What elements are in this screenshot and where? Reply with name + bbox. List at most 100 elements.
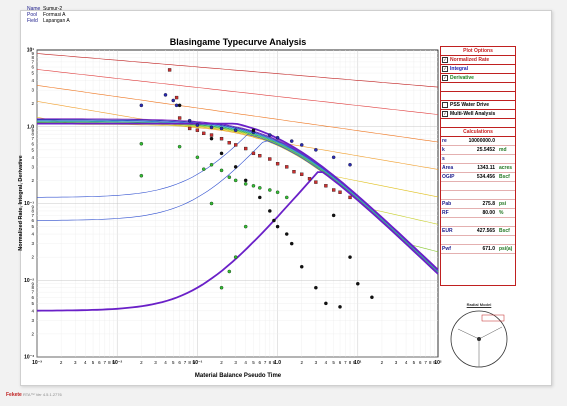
- calc-value[interactable]: 1343.11: [477, 165, 495, 171]
- calc-value[interactable]: 25.5452: [476, 147, 495, 153]
- x-minor-tick-label: 6: [178, 360, 181, 365]
- data-point: [195, 155, 200, 160]
- option-checkbox[interactable]: ✓: [442, 56, 448, 63]
- name-value: Sumur-2: [43, 6, 63, 12]
- calc-value[interactable]: 671.0: [482, 246, 495, 252]
- data-point: [234, 143, 238, 147]
- y-tick-label: 10⁻¹: [24, 201, 34, 207]
- y-tick-label: 10¹: [27, 48, 35, 54]
- option-integral[interactable]: ✓ Integral: [441, 65, 515, 74]
- data-point: [268, 133, 272, 137]
- x-minor-tick-label: 4: [84, 360, 87, 365]
- calc-value[interactable]: 80.00: [482, 210, 495, 216]
- calc-value[interactable]: [459, 182, 497, 190]
- typecurve-line: [37, 121, 439, 273]
- y-minor-tick-label: 3: [31, 241, 34, 246]
- calc-key: Pab: [442, 201, 452, 207]
- data-point: [258, 186, 262, 190]
- calc-unit: psi(a): [499, 246, 513, 252]
- y-minor-tick-label: 6: [31, 295, 34, 300]
- y-minor-tick-label: 9: [31, 281, 34, 286]
- y-minor-tick-label: 4: [31, 232, 34, 237]
- data-point: [233, 178, 238, 183]
- x-tick-label: 10²: [434, 360, 442, 366]
- x-minor-tick-label: 6: [98, 360, 101, 365]
- x-minor-tick-label: 5: [92, 360, 95, 365]
- data-point: [258, 195, 262, 200]
- option-normalized-rate[interactable]: ✓ Normalized Rate: [441, 56, 515, 65]
- name-label: Name: [27, 6, 41, 12]
- x-minor-tick-label: 6: [339, 360, 342, 365]
- data-point: [268, 188, 272, 192]
- data-point: [324, 184, 328, 188]
- option-label: Multi-Well Analysis: [450, 111, 496, 117]
- y-minor-tick-label: 2: [31, 178, 34, 183]
- data-point: [251, 128, 256, 133]
- calc-value[interactable]: 427.565: [476, 228, 495, 234]
- x-minor-tick-label: 4: [325, 360, 328, 365]
- option-checkbox[interactable]: ✓: [442, 74, 448, 81]
- data-point: [275, 190, 280, 195]
- data-point: [202, 131, 206, 136]
- data-point: [299, 143, 304, 147]
- calc-value[interactable]: 10000000.0: [468, 138, 495, 144]
- calc-value[interactable]: [459, 155, 497, 163]
- option-pss-water-drive[interactable]: PSS Water Drive: [441, 101, 515, 110]
- plot-options-panel: Plot Options ✓ Normalized Rate ✓ Integral ✓ D…: [440, 46, 516, 286]
- data-point: [331, 155, 336, 160]
- x-minor-tick-label: 7: [424, 360, 427, 365]
- x-minor-tick-label: 8: [188, 360, 191, 365]
- calc-unit: Bscf: [499, 228, 510, 234]
- x-minor-tick-label: 8: [349, 360, 352, 365]
- calc-value[interactable]: [459, 191, 497, 199]
- x-tick-label: 10⁻³: [32, 360, 42, 366]
- calc-value[interactable]: 275.8: [482, 201, 495, 207]
- x-minor-tick-label: 4: [244, 360, 247, 365]
- data-point: [243, 182, 248, 186]
- calc-row: OGIP 534.456 Bscf: [441, 173, 515, 182]
- calc-value[interactable]: 534.456: [476, 174, 495, 180]
- data-point: [243, 224, 248, 229]
- calc-row: EUR 427.565 Bscf: [441, 227, 515, 236]
- data-point: [139, 103, 144, 108]
- data-point: [167, 68, 172, 72]
- fekete-logo: Fekete: [6, 392, 22, 398]
- calc-key: OGIP: [442, 174, 455, 180]
- y-minor-tick-label: 2: [31, 255, 34, 260]
- calc-row: s: [441, 155, 515, 164]
- calc-row: [441, 182, 515, 191]
- x-tick-label: 10⁻¹: [192, 360, 202, 366]
- data-point: [268, 157, 272, 161]
- y-minor-tick-label: 4: [31, 155, 34, 160]
- option-checkbox[interactable]: [442, 101, 448, 108]
- x-minor-tick-label: 6: [419, 360, 422, 365]
- option-checkbox[interactable]: ✓: [442, 65, 448, 72]
- option-derivative[interactable]: ✓ Derivative: [441, 74, 515, 83]
- y-minor-tick-label: 8: [31, 55, 34, 60]
- data-point: [251, 184, 256, 188]
- option-checkbox[interactable]: ✓: [442, 110, 448, 117]
- calc-value[interactable]: [459, 236, 497, 244]
- x-minor-tick-label: 8: [269, 360, 272, 365]
- calc-row: Area 1343.11 acres: [441, 164, 515, 173]
- x-minor-tick-label: 7: [104, 360, 107, 365]
- grid: [36, 50, 438, 358]
- data-point: [275, 162, 280, 166]
- calc-unit: Bscf: [499, 174, 510, 180]
- x-tick-label: 1.0: [274, 360, 281, 366]
- pool-value: Formasi A: [43, 12, 66, 18]
- data-point: [219, 285, 224, 290]
- option-multi-well-analysis[interactable]: ✓ Multi-Well Analysis: [441, 110, 515, 119]
- y-minor-tick-label: 9: [31, 205, 34, 210]
- data-point: [209, 136, 214, 141]
- x-minor-tick-label: 8: [429, 360, 432, 365]
- x-minor-tick-label: 2: [300, 360, 303, 365]
- x-minor-tick-label: 4: [164, 360, 167, 365]
- data-point: [289, 241, 294, 246]
- calc-value[interactable]: [459, 218, 497, 226]
- calc-row: k 25.5452 md: [441, 146, 515, 155]
- data-point: [348, 255, 352, 259]
- data-point: [163, 93, 168, 97]
- radial-model: Radial Model: [446, 302, 512, 370]
- data-point: [227, 175, 232, 179]
